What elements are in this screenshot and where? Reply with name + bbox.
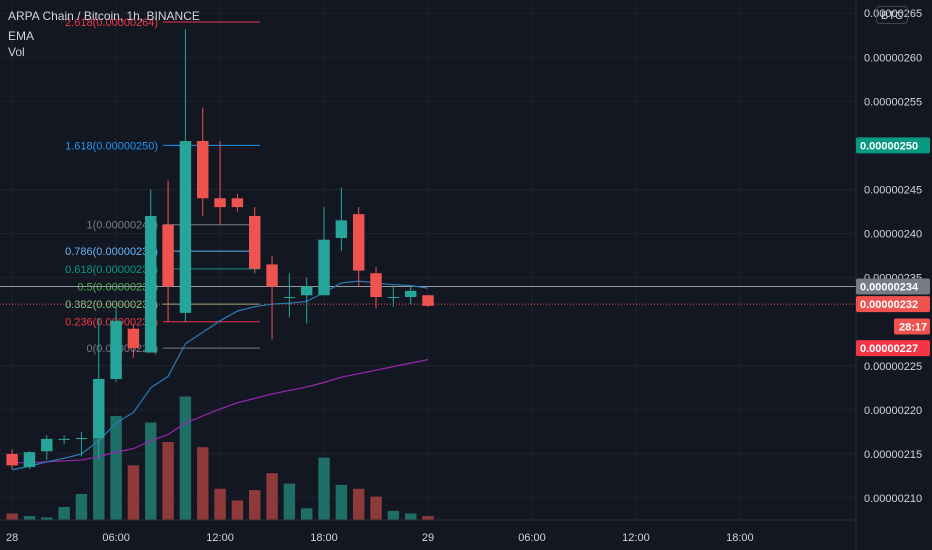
price-tick-label: 0.00000255 bbox=[864, 96, 922, 108]
candle-body bbox=[283, 297, 296, 299]
candle-body bbox=[179, 141, 192, 313]
price-tag: 0.00000232 bbox=[856, 296, 930, 313]
price-tick-label: 0.00000210 bbox=[864, 493, 922, 505]
fib-level-label: 1.618(0.00000250) bbox=[65, 140, 158, 152]
currency-button[interactable]: BTC bbox=[876, 6, 908, 24]
time-tick-label: 28 bbox=[6, 532, 18, 544]
volume-bar bbox=[249, 490, 261, 520]
candle-body bbox=[58, 438, 70, 440]
price-tag-text: 0.00000234 bbox=[860, 281, 919, 293]
volume-bar bbox=[335, 484, 348, 520]
price-tag: 0.00000227 bbox=[856, 340, 930, 357]
volume-bar bbox=[179, 396, 192, 520]
candle-body bbox=[318, 239, 330, 296]
volume-legend[interactable]: Vol bbox=[8, 45, 25, 59]
volume-bar bbox=[58, 507, 70, 520]
time-tick-label: 18:00 bbox=[726, 532, 754, 544]
time-tick-label: 06:00 bbox=[518, 532, 546, 544]
time-tick-label: 29 bbox=[422, 532, 434, 544]
price-tag: 0.00000234 bbox=[856, 278, 930, 295]
volume-bar bbox=[127, 465, 140, 520]
candle-body bbox=[266, 264, 278, 287]
price-tag-bg bbox=[856, 137, 930, 154]
volume-bar bbox=[318, 457, 330, 520]
candle-body bbox=[249, 215, 261, 269]
volume-bar bbox=[197, 447, 209, 520]
candle-body bbox=[422, 295, 434, 306]
volume-bar bbox=[41, 517, 53, 520]
volume-bar bbox=[422, 516, 434, 520]
time-tick-label: 06:00 bbox=[102, 532, 130, 544]
candle-body bbox=[110, 320, 122, 379]
ema-slow-line bbox=[12, 359, 429, 464]
volume-bar bbox=[145, 422, 157, 520]
candle-body bbox=[75, 438, 88, 440]
candle-body bbox=[6, 453, 18, 466]
candle-body bbox=[197, 141, 209, 199]
fib-level-label: 0.5(0.00000234) bbox=[77, 281, 158, 293]
candle-body bbox=[93, 378, 105, 439]
volume-bar bbox=[404, 513, 417, 520]
candle-body bbox=[352, 214, 365, 271]
volume-bar bbox=[93, 436, 105, 520]
price-tick-label: 0.00000215 bbox=[864, 449, 922, 461]
candle-body bbox=[370, 273, 382, 298]
fib-level-label: 0.382(0.00000232) bbox=[65, 299, 158, 311]
candle-body bbox=[387, 297, 400, 299]
candle-body bbox=[41, 438, 53, 452]
volume-bar bbox=[214, 488, 226, 520]
candle-body bbox=[300, 286, 313, 296]
price-tag: 0.00000250 bbox=[856, 137, 930, 154]
volume-bar bbox=[370, 496, 382, 520]
symbol-title[interactable]: ARPA Chain / Bitcoin, 1h, BINANCE bbox=[8, 9, 200, 23]
price-tag-bg bbox=[894, 318, 930, 335]
price-tick-label: 0.00000220 bbox=[864, 405, 922, 417]
fib-level-label: 0.786(0.00000238) bbox=[65, 246, 158, 258]
candle-body bbox=[335, 220, 348, 238]
time-tick-label: 18:00 bbox=[310, 532, 338, 544]
volume-bar bbox=[283, 483, 296, 520]
fib-level-label: 0(0.00000227) bbox=[87, 343, 159, 355]
ema-legend[interactable]: EMA bbox=[8, 29, 35, 43]
candle-body bbox=[231, 198, 244, 208]
volume-bar bbox=[387, 510, 400, 520]
price-tag-bg bbox=[856, 296, 930, 313]
volume-bar bbox=[352, 488, 365, 520]
volume-bar bbox=[231, 500, 244, 520]
price-tick-label: 0.00000240 bbox=[864, 229, 922, 241]
price-tick-label: 0.00000260 bbox=[864, 52, 922, 64]
volume-bar bbox=[75, 494, 88, 520]
price-tick-label: 0.00000225 bbox=[864, 361, 922, 373]
candle-body bbox=[23, 452, 36, 468]
fib-level-label: 2.618(0.00000264) bbox=[65, 17, 158, 29]
fib-level-label: 0.618(0.00000236) bbox=[65, 264, 158, 276]
price-tag-text: 28:17 bbox=[899, 322, 927, 334]
volume-bar bbox=[162, 442, 174, 520]
volume-bar bbox=[266, 473, 278, 520]
candle-body bbox=[127, 328, 140, 349]
price-tag-text: 0.00000250 bbox=[860, 140, 918, 152]
candle-body bbox=[214, 198, 226, 208]
price-tick-label: 0.00000245 bbox=[864, 184, 922, 196]
volume-bar bbox=[110, 416, 122, 520]
candle-body bbox=[162, 224, 174, 287]
price-tag-text: 0.00000227 bbox=[860, 343, 918, 355]
countdown-tag: 28:17 bbox=[894, 318, 930, 335]
price-tag-bg bbox=[856, 340, 930, 357]
candle-body bbox=[145, 215, 157, 353]
time-tick-label: 12:00 bbox=[622, 532, 650, 544]
fib-level-label: 1(0.00000241) bbox=[87, 220, 159, 232]
volume-bar bbox=[6, 513, 18, 520]
candle-body bbox=[404, 290, 417, 298]
time-tick-label: 12:00 bbox=[206, 532, 234, 544]
volume-bar bbox=[300, 508, 313, 520]
volume-bar bbox=[23, 516, 36, 520]
price-tag-bg bbox=[856, 278, 930, 295]
price-tag-text: 0.00000232 bbox=[860, 299, 918, 311]
